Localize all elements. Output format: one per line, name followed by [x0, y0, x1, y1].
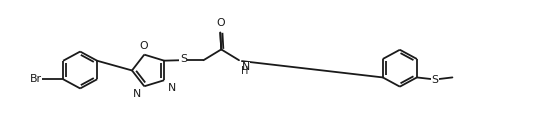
Text: S: S [180, 54, 187, 65]
Text: O: O [140, 41, 148, 52]
Text: O: O [216, 18, 225, 28]
Text: N: N [167, 83, 176, 93]
Text: N: N [241, 62, 250, 73]
Text: N: N [132, 89, 141, 99]
Text: S: S [432, 75, 439, 85]
Text: H: H [241, 66, 248, 76]
Text: Br: Br [29, 74, 41, 84]
